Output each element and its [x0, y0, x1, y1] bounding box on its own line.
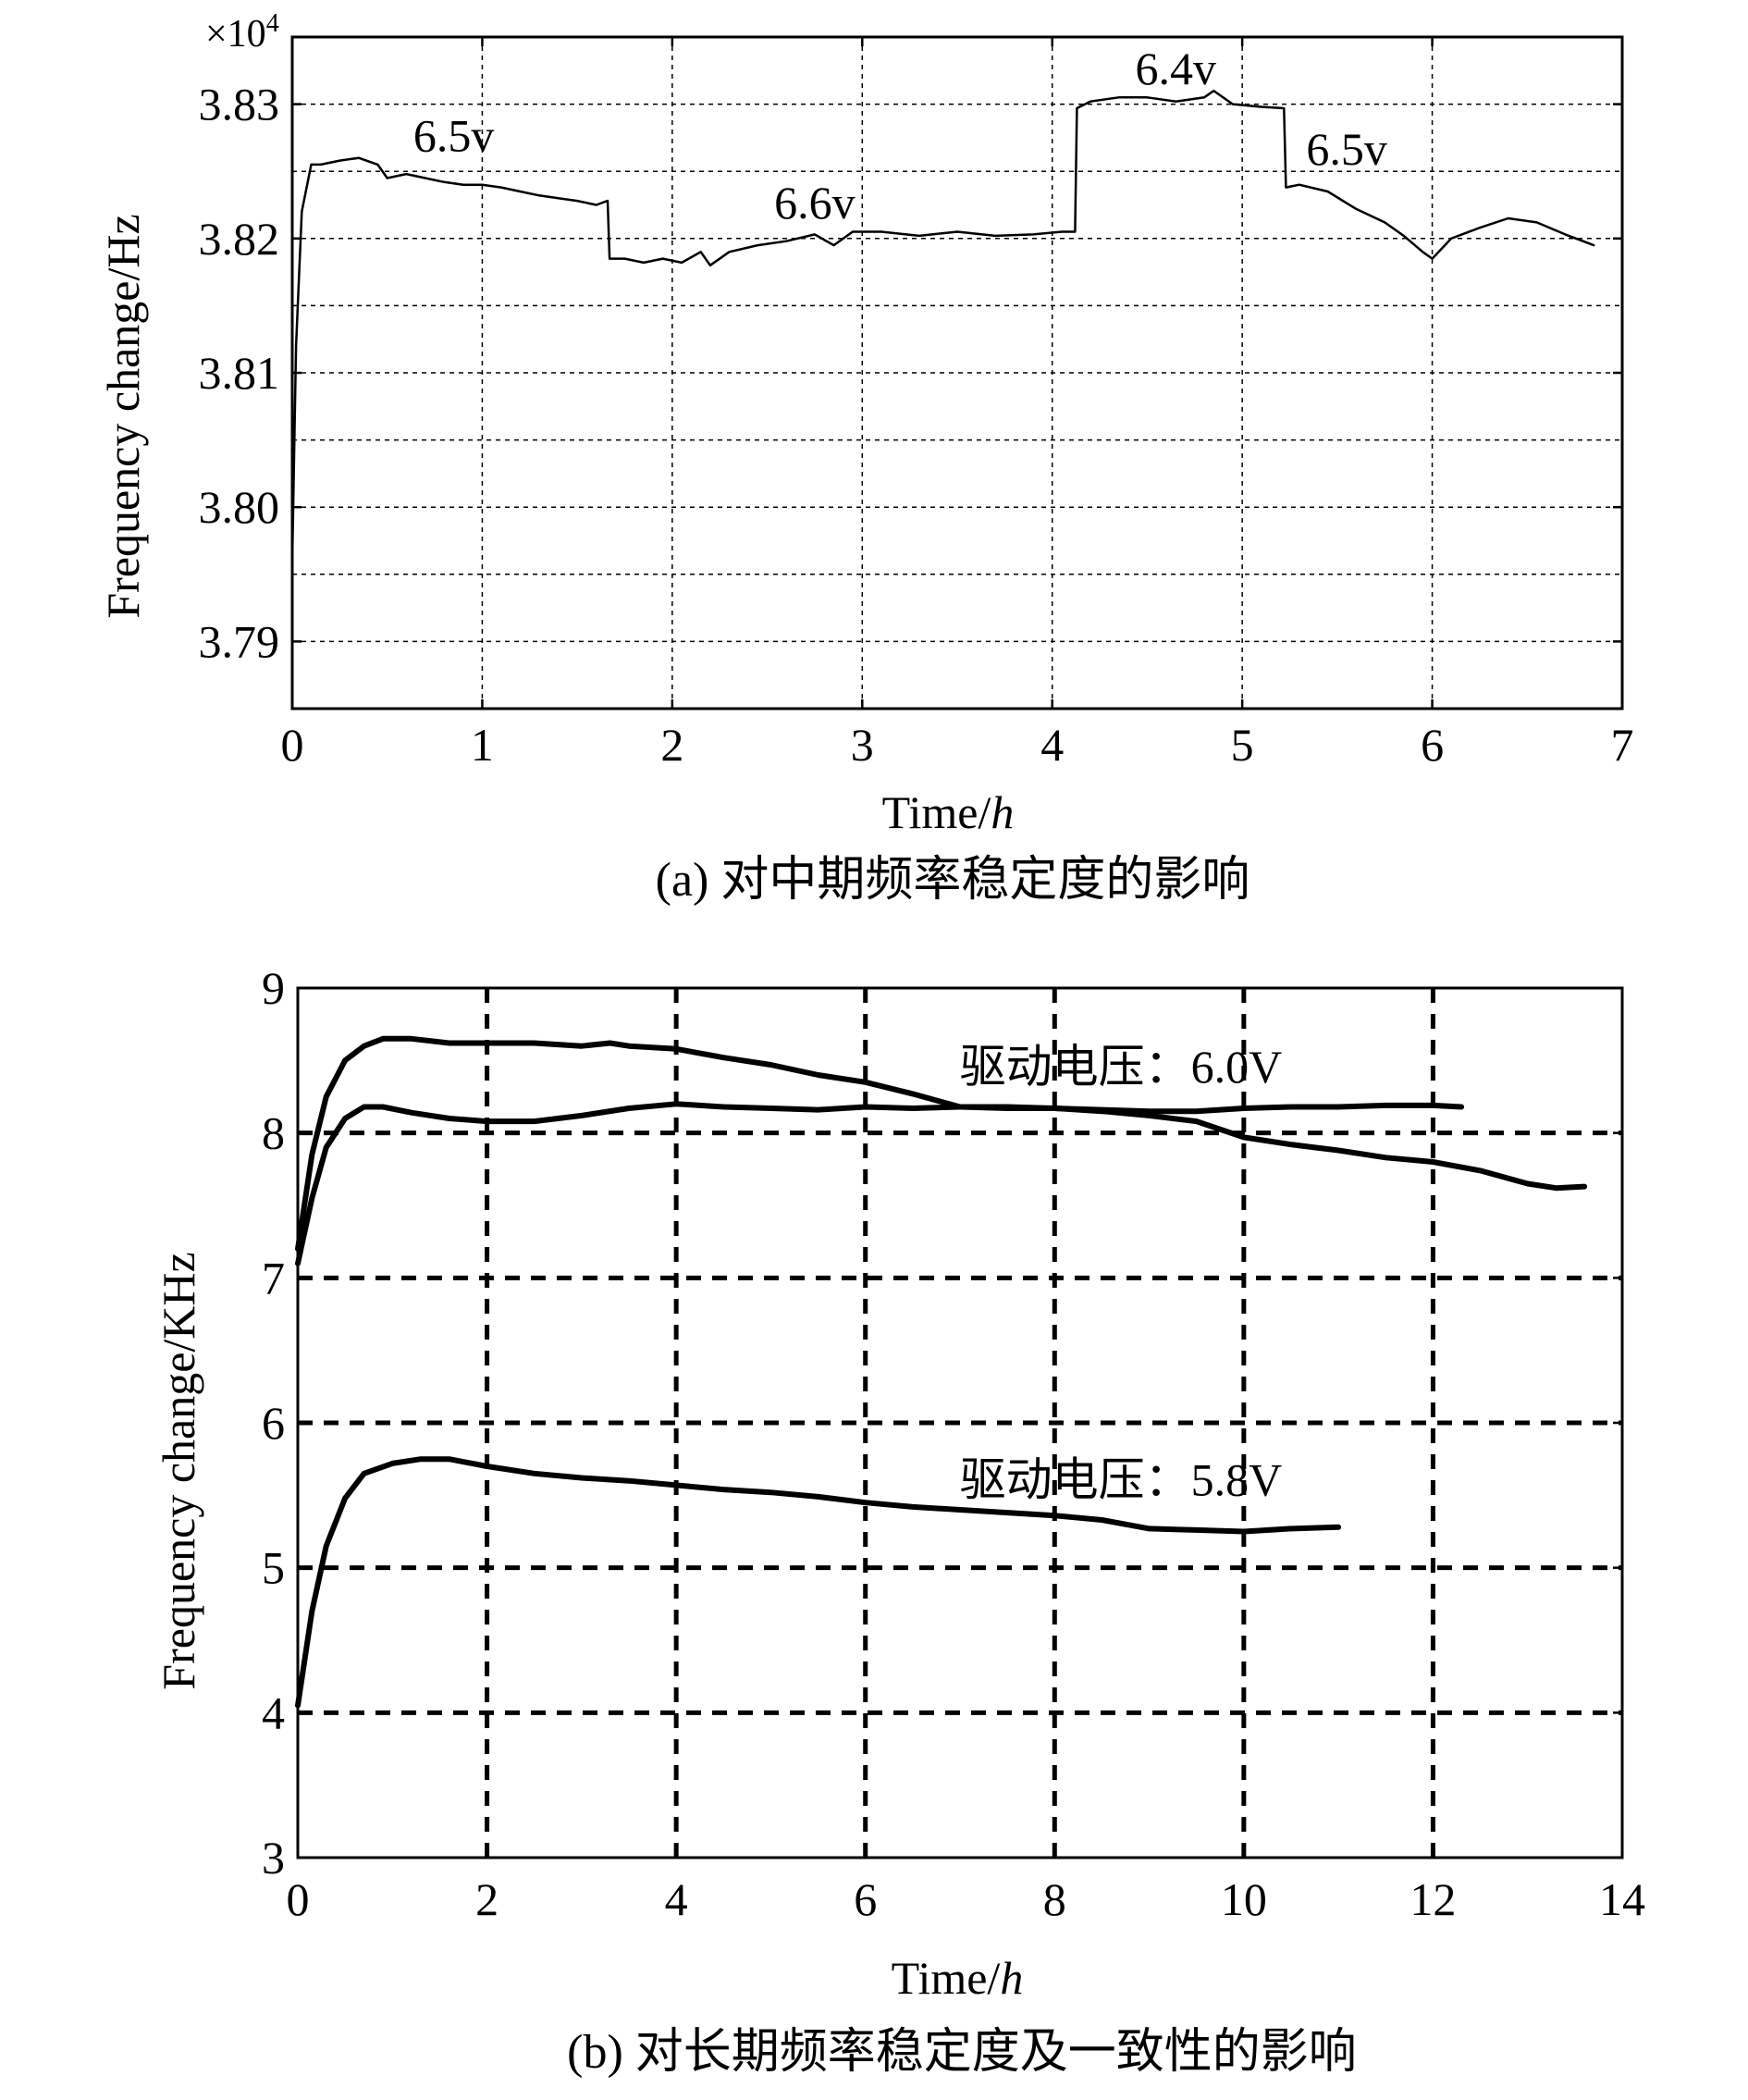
- y-tick-label: 3.82: [199, 213, 280, 265]
- x-tick-label: 2: [475, 1873, 499, 1925]
- chart-a-series: [290, 89, 1595, 562]
- annotation-label: 6.6v: [774, 177, 856, 229]
- y-tick-label: 3: [262, 1832, 285, 1884]
- chart-a-caption: (a) 对中期频率稳定度的影响: [656, 854, 1250, 907]
- x-tick-label: 0: [281, 719, 304, 771]
- chart-a-grid: [292, 37, 1622, 709]
- y-tick-label: 9: [262, 962, 285, 1014]
- x-tick-label: 4: [1040, 719, 1064, 771]
- y-tick-label: 5: [262, 1542, 285, 1594]
- annotation-label: 6.5v: [413, 109, 495, 161]
- x-tick-label: 6: [854, 1873, 877, 1925]
- chart-a: 0 1 2 3 4 5 6 7 3.79 3.80 3.81 3.82 3.83 6.5v 6.6v 6.4…: [97, 9, 1634, 907]
- x-tick-label: 10: [1221, 1873, 1267, 1925]
- annotation-label: 6.4v: [1135, 43, 1216, 94]
- series-line-3: [295, 1456, 1342, 1709]
- x-tick-label: 1: [471, 719, 494, 771]
- series-line-1: [290, 89, 1595, 562]
- chart-b-ylabel: Frequency change/KHz: [153, 1252, 204, 1689]
- x-tick-label: 5: [1231, 719, 1254, 771]
- chart-b-series: [295, 1035, 1588, 1709]
- y-tick-label: 6: [262, 1397, 285, 1449]
- x-tick-label: 6: [1421, 719, 1444, 771]
- y-tick-label: 3.80: [199, 481, 280, 533]
- x-tick-label: 8: [1043, 1873, 1066, 1925]
- y-tick-label: 3.83: [199, 79, 280, 130]
- chart-b: 0 2 4 6 8 10 12 14 3 4 5 6 7 8 9 驱动电压：6.0V 驱动电压：5.8V Ti…: [153, 962, 1645, 2079]
- chart-b-grid: [298, 988, 1622, 1858]
- chart-a-ticks: 0 1 2 3 4 5 6 7 3.79 3.80 3.81 3.82 3.83: [199, 37, 1634, 771]
- x-tick-label: 4: [665, 1873, 688, 1925]
- chart-b-caption: (b) 对长期频率稳定度及一致性的影响: [567, 2026, 1357, 2079]
- annotation-label: 驱动电压：6.0V: [960, 1041, 1283, 1093]
- x-tick-label: 2: [660, 719, 683, 771]
- series-line-1: [295, 1035, 1465, 1252]
- chart-b-annotations: 驱动电压：6.0V 驱动电压：5.8V: [960, 1041, 1283, 1506]
- y-tick-label: 3.79: [199, 615, 280, 667]
- x-tick-label: 3: [851, 719, 874, 771]
- y-tick-label: 3.81: [199, 347, 280, 399]
- y-tick-label: 4: [262, 1686, 285, 1738]
- annotation-label: 驱动电压：5.8V: [960, 1453, 1283, 1505]
- chart-a-exponent: ×104: [205, 9, 279, 56]
- chart-b-ticks: 0 2 4 6 8 10 12 14 3 4 5 6 7 8 9: [262, 962, 1645, 1925]
- series-line-2: [295, 1101, 1588, 1266]
- chart-b-xlabel: Time/h: [892, 1952, 1024, 2004]
- y-tick-label: 7: [262, 1252, 285, 1303]
- x-tick-label: 0: [287, 1873, 310, 1925]
- annotation-label: 6.5v: [1306, 123, 1387, 175]
- chart-a-xlabel: Time/h: [882, 786, 1015, 838]
- x-tick-label: 7: [1611, 719, 1634, 771]
- y-tick-label: 8: [262, 1107, 285, 1159]
- chart-a-annotations: 6.5v 6.6v 6.4v 6.5v: [413, 43, 1387, 229]
- x-tick-label: 14: [1599, 1873, 1645, 1925]
- chart-a-ylabel: Frequency change/Hz: [97, 214, 149, 618]
- x-tick-label: 12: [1409, 1873, 1456, 1925]
